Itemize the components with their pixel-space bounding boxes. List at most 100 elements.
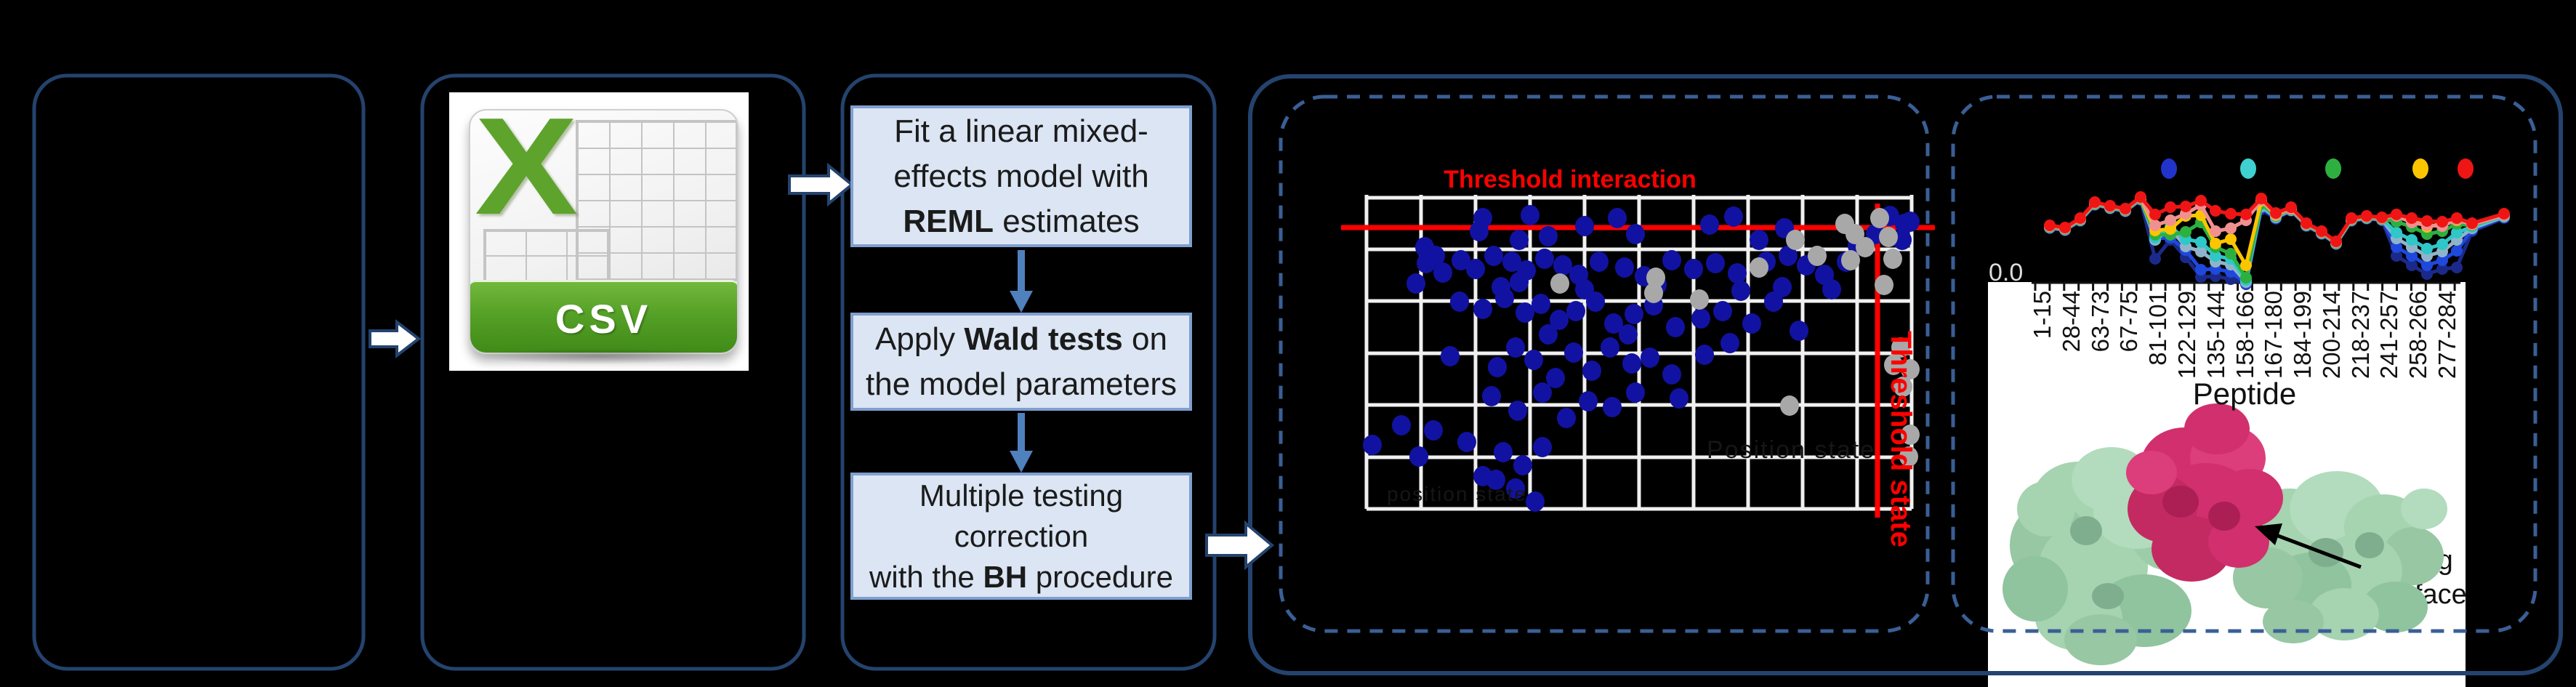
uptake-marker-green [2180,226,2191,238]
uptake-marker-yellow [2240,260,2252,271]
scatter-dot-significant [1533,382,1552,403]
uptake-marker-navy [2451,262,2463,273]
panel-3-border [840,73,1217,671]
uptake-marker-cyan [2421,243,2433,254]
protein-surface-blob [2092,583,2124,609]
protein-surface-blob [2064,614,2137,665]
flow-connector-2-head-icon [1010,451,1033,473]
uptake-marker-red [2044,220,2056,231]
scatter-dot-non-significant [1901,359,1920,379]
scatter-dot-significant [1526,491,1545,512]
scatter-dot-non-significant [1884,355,1903,375]
scatter-dot-significant [1601,337,1619,358]
scatter-dot-significant [1531,294,1550,314]
scatter-dot-significant [1566,301,1585,321]
scatter-dot-non-significant [1883,249,1902,269]
protein-surface-blob [2184,403,2250,454]
uptake-marker-red [2104,200,2116,212]
csv-icon-shadow [478,348,718,364]
scatter-dot-significant [1666,317,1685,337]
uptake-marker-red [2330,236,2342,247]
block-arrow-1-icon [369,318,422,359]
scatter-dashed-border [1279,95,1930,633]
uptake-marker-red [2240,209,2252,220]
uptake-marker-red [2391,209,2402,220]
scatter-dot-significant [1417,253,1436,273]
scatter-dot-significant [1626,224,1645,244]
scatter-dot-significant [1363,435,1382,455]
excel-x-icon: X [475,109,578,244]
uptake-marker-red [2346,212,2357,224]
scatter-dot-significant [1539,324,1558,345]
uptake-marker-navy [2421,268,2433,280]
uptake-marker-yellow [2225,233,2237,245]
uptake-marker-blue [2406,250,2418,262]
uptake-marker-red [2406,212,2418,224]
uptake-legend-dot [2325,158,2341,179]
scatter-dot-significant [1575,216,1594,236]
scatter-dot-non-significant [1899,446,1918,467]
scatter-dot-significant [1506,337,1525,358]
scatter-dot-significant [1579,391,1598,411]
scatter-dot-significant [1779,246,1798,266]
uptake-marker-blue [2436,254,2448,266]
block-arrow-3-icon [1205,520,1275,571]
uptake-marker-red [2270,207,2282,219]
scatter-dot-non-significant [1893,377,1912,397]
uptake-marker-red [2149,209,2161,220]
scatter-dot-significant [1641,347,1659,368]
scatter-dot-non-significant [1875,275,1893,295]
uptake-marker-red [2285,201,2297,213]
scatter-dot-significant [1615,257,1634,278]
scatter-dot-significant [1484,246,1503,266]
block-arrow-2-icon [788,162,855,207]
scatter-dot-significant [1406,273,1425,294]
uptake-marker-yellow [2210,238,2221,249]
uptake-marker-red [2436,216,2448,228]
scatter-dot-non-significant [1879,227,1898,247]
uptake-marker-yellow [2165,223,2176,235]
scatter-dot-significant [1586,292,1605,312]
scatter-dot-non-significant [1646,268,1665,288]
scatter-dot-significant [1750,230,1768,250]
uptake-marker-salmon [2149,220,2161,231]
csv-image-background: X CSV [449,92,749,371]
uptake-marker-red [2451,212,2463,224]
uptake-marker-navy [2391,250,2402,262]
panel-2-border [420,73,806,671]
flow-connector-1-head-icon [1010,291,1033,313]
uptake-marker-red [2225,208,2237,220]
scatter-dot-significant [1706,253,1725,273]
scatter-dot-significant [1582,361,1601,381]
uptake-marker-salmon [2210,225,2221,237]
uptake-legend-dot [2458,158,2474,179]
scatter-dot-significant [1494,442,1513,462]
scatter-dot-significant [1508,401,1527,421]
scatter-dot-significant [1564,342,1583,363]
scatter-dot-significant [1524,350,1543,370]
uptake-marker-cyan [2406,234,2418,246]
uptake-marker-steel [2195,246,2207,257]
scatter-dot-non-significant [1550,273,1569,294]
scatter-dot-significant [1506,478,1525,499]
scatter-dot-significant [1553,255,1572,276]
scatter-dot-non-significant [1841,250,1860,270]
scatter-dot-non-significant [1891,337,1910,358]
spreadsheet-grid-small-icon [483,229,610,281]
scatter-dot-significant [1473,299,1492,319]
uptake-marker-red [2316,225,2327,237]
uptake-marker-cyan [2436,238,2448,250]
uptake-marker-blue [2391,241,2402,253]
scatter-dot-significant [1533,437,1552,457]
scatter-dot-significant [1457,432,1476,452]
scatter-dot-non-significant [1870,208,1889,228]
scatter-dot-significant [1619,324,1638,345]
uptake-marker-red [2165,201,2176,213]
uptake-marker-red [2498,208,2510,220]
scatter-dot-significant [1488,357,1507,377]
uptake-marker-cyan [2195,236,2207,248]
scatter-dot-significant [1441,346,1460,366]
scatter-dot-significant [1433,262,1452,283]
uptake-marker-red [2059,222,2071,233]
